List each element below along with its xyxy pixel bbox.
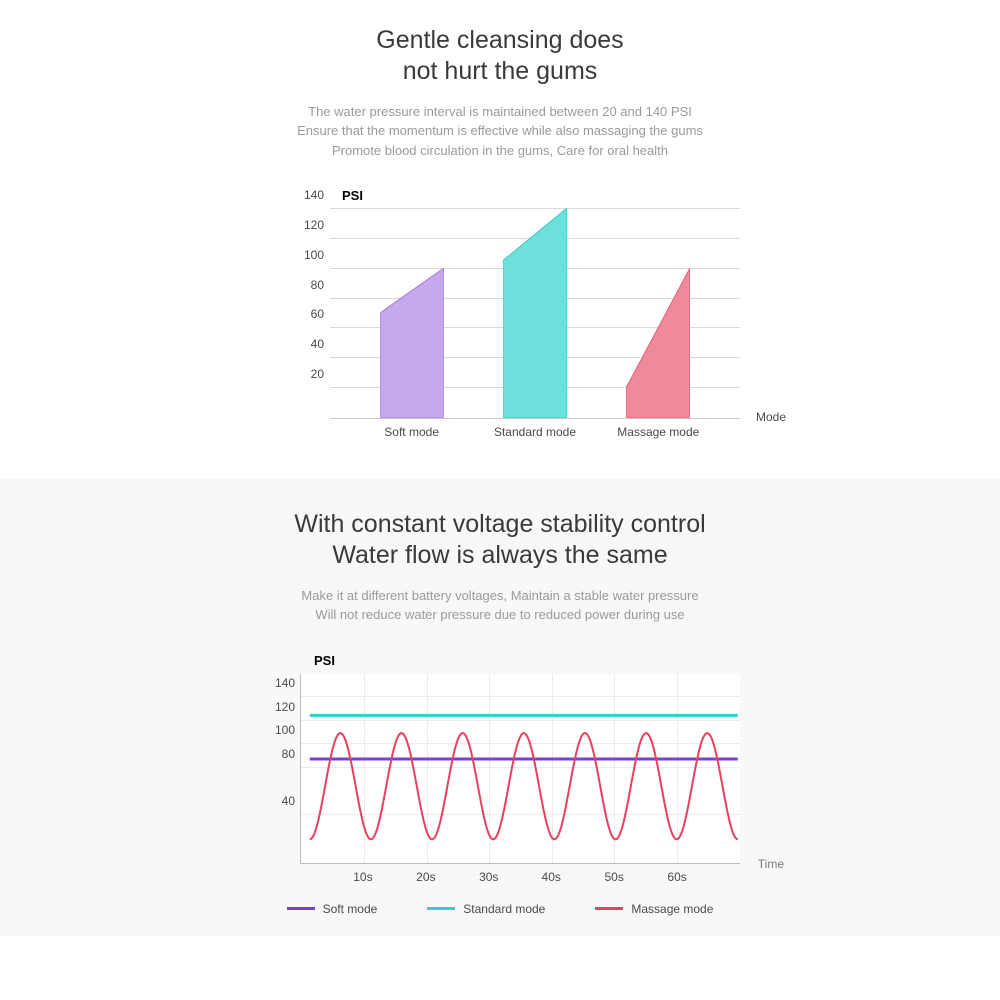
- section-gentle-cleansing: Gentle cleansing does not hurt the gums …: [0, 0, 1000, 469]
- x-tick-label: Standard mode: [485, 425, 585, 439]
- y-tick-label: 80: [296, 278, 324, 292]
- bar-x-labels: Soft mode Standard mode Massage mode: [330, 419, 740, 439]
- y-tick-label: 140: [265, 676, 295, 690]
- y-tick-label: 100: [265, 723, 295, 737]
- title-line: Water flow is always the same: [332, 541, 667, 569]
- bar: [618, 209, 698, 418]
- legend-label: Massage mode: [631, 902, 713, 916]
- x-tick-label: Massage mode: [608, 425, 708, 439]
- legend-label: Standard mode: [463, 902, 545, 916]
- psi-bar-chart: PSI Mode 20406080100120140 Soft mode Stan…: [260, 188, 740, 439]
- x-tick-label: 60s: [667, 870, 686, 884]
- x-tick-label: 50s: [604, 870, 623, 884]
- section1-title: Gentle cleansing does not hurt the gums: [60, 25, 940, 88]
- desc-line: Make it at different battery voltages, M…: [301, 588, 698, 603]
- bars-container: [330, 209, 740, 418]
- x-tick-label: 30s: [479, 870, 498, 884]
- chart-legend: Soft mode Standard mode Massage mode: [220, 902, 780, 916]
- desc-line: Promote blood circulation in the gums, C…: [332, 143, 668, 158]
- x-tick-label: 20s: [416, 870, 435, 884]
- section1-description: The water pressure interval is maintaine…: [60, 102, 940, 161]
- section2-title: With constant voltage stability control …: [60, 509, 940, 572]
- x-axis-title: Mode: [756, 410, 786, 424]
- y-tick-label: 40: [265, 794, 295, 808]
- line-x-labels: 10s 20s 30s 40s 50s 60s: [300, 864, 740, 886]
- title-line: Gentle cleansing does: [376, 26, 623, 54]
- legend-swatch: [595, 907, 623, 910]
- bar-plot-area: Mode 20406080100120140: [330, 209, 740, 419]
- legend-item: Soft mode: [287, 902, 378, 916]
- legend-swatch: [427, 907, 455, 910]
- y-tick-label: 100: [296, 248, 324, 262]
- title-line: not hurt the gums: [403, 57, 598, 85]
- line-series-svg: [301, 674, 740, 863]
- x-tick-label: 10s: [353, 870, 372, 884]
- y-axis-title: PSI: [314, 653, 780, 668]
- psi-line-chart: PSI Time 4080100120140 10s 20s 30s 40s 50s 60…: [220, 653, 780, 916]
- y-tick-label: 60: [296, 307, 324, 321]
- desc-line: Ensure that the momentum is effective wh…: [297, 123, 703, 138]
- desc-line: The water pressure interval is maintaine…: [308, 104, 692, 119]
- section2-description: Make it at different battery voltages, M…: [60, 586, 940, 625]
- y-tick-label: 40: [296, 337, 324, 351]
- desc-line: Will not reduce water pressure due to re…: [315, 607, 684, 622]
- legend-item: Standard mode: [427, 902, 545, 916]
- title-line: With constant voltage stability control: [294, 510, 705, 538]
- section-voltage-stability: With constant voltage stability control …: [0, 479, 1000, 936]
- line-plot-area: Time 4080100120140: [300, 674, 740, 864]
- x-tick-label: 40s: [542, 870, 561, 884]
- legend-label: Soft mode: [323, 902, 378, 916]
- y-tick-label: 120: [265, 700, 295, 714]
- x-axis-title: Time: [758, 857, 784, 871]
- legend-swatch: [287, 907, 315, 910]
- y-tick-label: 80: [265, 747, 295, 761]
- y-tick-label: 140: [296, 188, 324, 202]
- bar: [372, 209, 452, 418]
- bar: [495, 209, 575, 418]
- legend-item: Massage mode: [595, 902, 713, 916]
- x-tick-label: Soft mode: [362, 425, 462, 439]
- y-axis-title: PSI: [342, 188, 740, 203]
- y-tick-label: 20: [296, 367, 324, 381]
- series-line: [310, 733, 738, 839]
- y-tick-label: 120: [296, 218, 324, 232]
